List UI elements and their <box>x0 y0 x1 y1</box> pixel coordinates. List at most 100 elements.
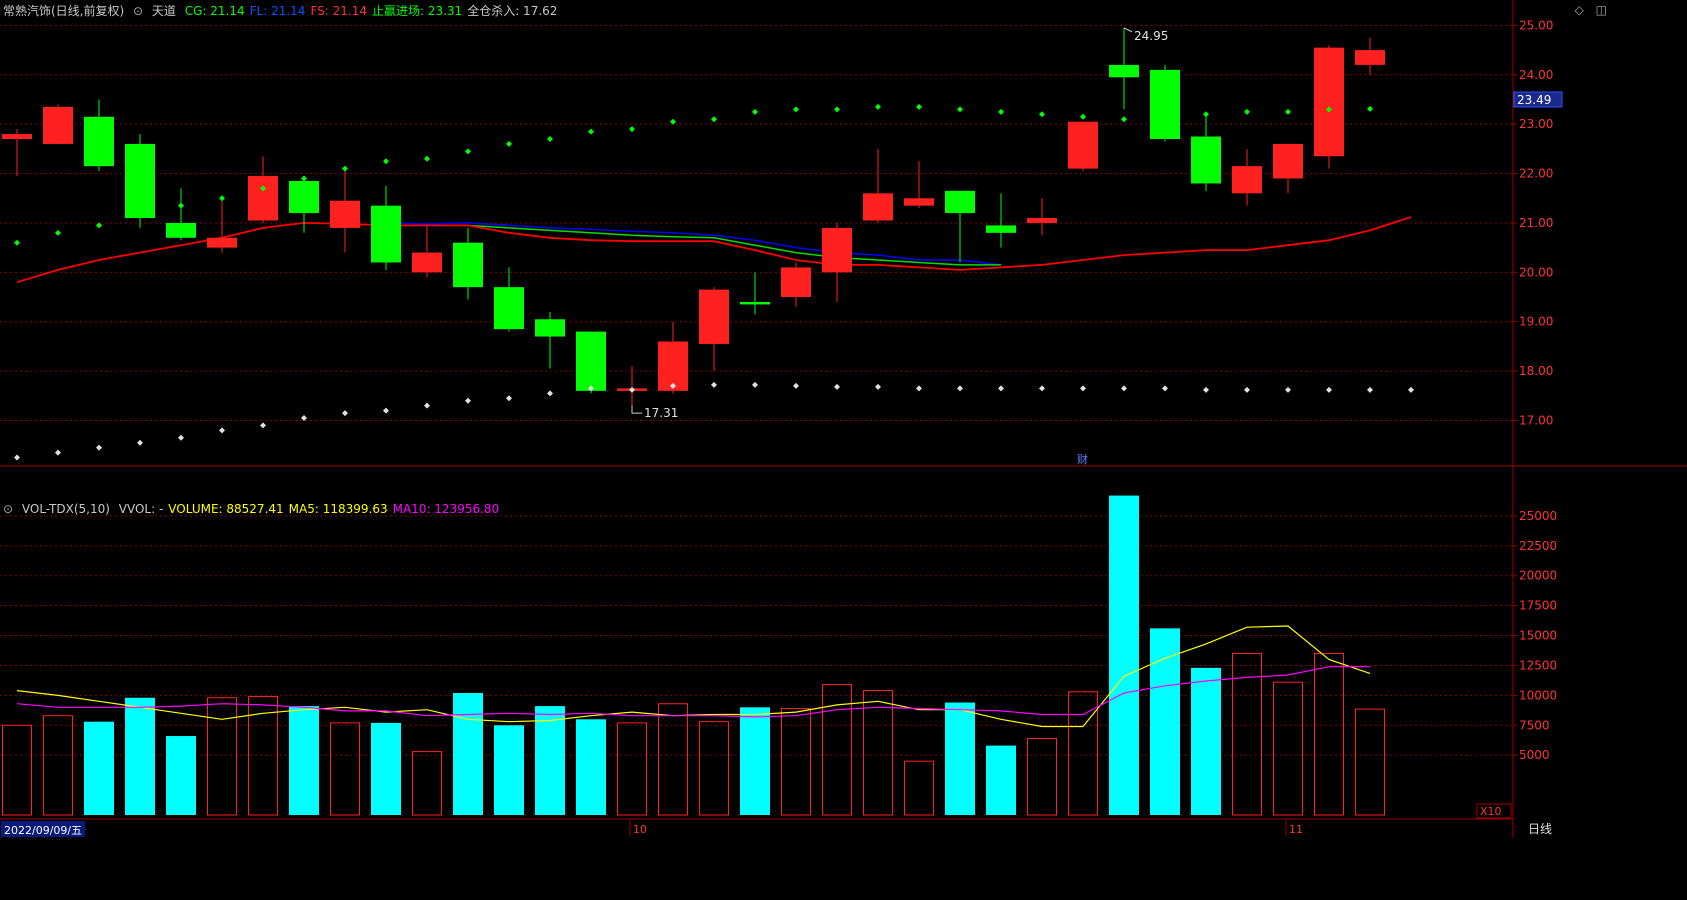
price-tick-label: 22.00 <box>1519 167 1553 181</box>
price-tick-label: 17.00 <box>1519 413 1553 427</box>
volume-bar <box>699 721 729 816</box>
volume-indicator-name[interactable]: VOL-TDX(5,10) <box>21 502 110 516</box>
stop-entry-dot <box>1121 116 1127 123</box>
full-buy-dot <box>588 385 594 392</box>
price-tick-label: 20.00 <box>1519 265 1553 279</box>
high-marker-line <box>1123 27 1133 33</box>
price-indicator-value-0: CG: 21.14 <box>184 4 245 18</box>
full-buy-dot <box>1285 386 1291 393</box>
full-buy-dot <box>1244 386 1250 393</box>
indicator-name[interactable]: 天道 <box>151 4 176 18</box>
stop-entry-dot <box>711 116 717 123</box>
stop-entry-dot <box>506 140 512 147</box>
diamond-icon[interactable]: ◇ <box>1574 3 1584 17</box>
volume-indicator-value-2: MA5: 118399.63 <box>288 502 388 516</box>
full-buy-dot <box>506 395 512 402</box>
finance-marker: 财 <box>1077 452 1088 466</box>
volume-bar <box>986 745 1016 815</box>
vol-unit-box <box>1476 803 1512 819</box>
candle-body <box>1109 64 1139 78</box>
full-buy-dot <box>1367 386 1373 393</box>
volume-bar <box>453 692 483 815</box>
candle-body <box>535 319 565 337</box>
price-tick-label: 25.00 <box>1519 18 1553 32</box>
candle-body <box>84 116 114 167</box>
volume-bar <box>125 697 155 815</box>
stop-entry-dot <box>1285 108 1291 115</box>
volume-bar <box>945 702 975 815</box>
indicator-menu-icon[interactable]: ⊙ <box>133 4 144 18</box>
stop-entry-dot <box>137 212 143 219</box>
volume-tick-label: 22500 <box>1519 539 1557 553</box>
volume-bar <box>2 724 32 816</box>
full-buy-dot <box>957 385 963 392</box>
stop-entry-dot <box>1080 113 1086 120</box>
candle-body <box>904 198 934 206</box>
volume-tick-label: 7500 <box>1519 718 1550 732</box>
volume-bar <box>863 690 893 816</box>
full-buy-dot <box>670 382 676 389</box>
candle-body <box>986 225 1016 233</box>
volume-bar <box>207 697 237 816</box>
full-buy-dot <box>55 449 61 456</box>
stop-entry-dot <box>260 185 266 192</box>
start-date-label: 2022/09/09/五 <box>4 824 82 837</box>
stock-title[interactable]: 常熟汽饰(日线,前复权) <box>3 4 125 18</box>
full-buy-dot <box>1039 385 1045 392</box>
stop-entry-dot <box>1244 108 1250 115</box>
stop-entry-dot <box>14 239 20 246</box>
ma5-line <box>16 625 1371 728</box>
indicator-menu-icon[interactable]: ⊙ <box>3 502 14 516</box>
volume-indicator-value-0: VVOL: - <box>118 502 164 516</box>
price-header: 常熟汽饰(日线,前复权) ⊙ 天道 CG: 21.14 FL: 21.14 FS: … <box>3 2 567 19</box>
candle-body <box>289 180 319 214</box>
volume-bar <box>248 696 278 816</box>
candle-body <box>1314 47 1344 157</box>
volume-bar <box>494 725 524 815</box>
candle-body <box>125 143 155 219</box>
full-buy-dot <box>1162 385 1168 392</box>
candle-body <box>576 331 606 391</box>
volume-bar <box>166 736 196 815</box>
stop-entry-dot <box>1039 111 1045 118</box>
candle-body <box>1027 218 1057 223</box>
candle-body <box>863 193 893 221</box>
volume-bar <box>289 706 319 815</box>
start-date-box <box>1 821 85 837</box>
volume-bar <box>822 684 852 816</box>
full-buy-dot <box>178 434 184 441</box>
volume-bar <box>1109 495 1139 815</box>
price-indicator-value-3: 止赢进场: 23.31 <box>371 4 463 18</box>
stop-entry-dot <box>588 128 594 135</box>
volume-bar <box>1273 681 1303 816</box>
volume-bar <box>412 751 442 816</box>
stop-entry-dot <box>834 106 840 113</box>
full-buy-dot <box>1121 385 1127 392</box>
stop-entry-dot <box>383 158 389 165</box>
high-price-label: 24.95 <box>1134 29 1168 43</box>
stop-entry-dot <box>916 103 922 110</box>
full-buy-dot <box>629 386 635 393</box>
volume-indicator-values: VVOL: - VOLUME: 88527.41 MA5: 118399.63 MA1… <box>119 502 504 516</box>
candle-body <box>453 242 483 288</box>
stop-entry-dot <box>178 202 184 209</box>
current-price-label: 23.49 <box>1517 93 1551 107</box>
full-buy-dot <box>1203 386 1209 393</box>
volume-indicator-value-1: VOLUME: 88527.41 <box>168 502 284 516</box>
fl-line <box>385 222 1002 266</box>
maximize-icon[interactable]: ◫ <box>1595 3 1607 17</box>
full-buy-dot <box>1408 386 1414 393</box>
stop-entry-dot <box>1326 106 1332 113</box>
candle-body <box>1355 50 1385 65</box>
volume-indicator-value-3: MA10: 123956.80 <box>392 502 500 516</box>
month-oct-label: 10 <box>633 823 647 836</box>
stop-entry-dot <box>301 175 307 182</box>
window-controls: ◇ ◫ <box>1567 3 1607 17</box>
month-nov-label: 11 <box>1289 823 1303 836</box>
full-buy-dot <box>219 427 225 434</box>
stop-entry-dot <box>629 126 635 133</box>
full-buy-dot <box>752 381 758 388</box>
stop-entry-dot <box>957 106 963 113</box>
full-buy-dot <box>834 383 840 390</box>
